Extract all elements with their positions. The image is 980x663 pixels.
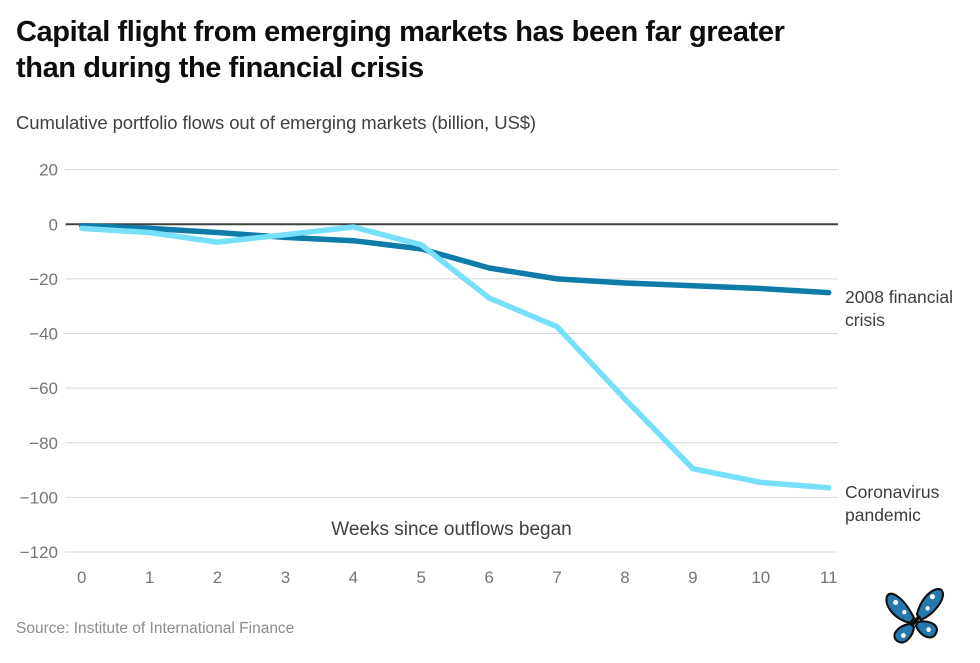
y-tick-label--80: −80	[29, 434, 58, 453]
x-tick-label-0: 0	[77, 568, 86, 587]
y-tick-label--40: −40	[29, 325, 58, 344]
series-line-coronavirus-pandemic	[78, 224, 832, 491]
x-tick-label-3: 3	[281, 568, 290, 587]
x-tick-label-6: 6	[484, 568, 493, 587]
x-tick-label-8: 8	[620, 568, 629, 587]
y-tick-label-0: 0	[49, 215, 58, 234]
chart-title-line-2: than during the financial crisis	[16, 52, 424, 84]
y-tick-label--120: −120	[20, 543, 58, 562]
y-tick-label--20: −20	[29, 270, 58, 289]
chart-title-line-1: Capital flight from emerging markets has…	[16, 16, 785, 48]
y-tick-label-20: 20	[39, 161, 58, 180]
y-tick-label--100: −100	[20, 488, 58, 507]
x-tick-label-7: 7	[552, 568, 561, 587]
x-tick-label-4: 4	[349, 568, 358, 587]
x-tick-label-1: 1	[145, 568, 154, 587]
y-tick-label--60: −60	[29, 379, 58, 398]
x-tick-label-5: 5	[417, 568, 426, 587]
chart-subtitle: Cumulative portfolio flows out of emergi…	[16, 112, 536, 133]
chart-title: Capital flight from emerging markets has…	[16, 14, 785, 86]
quartz-butterfly-logo-icon	[885, 587, 944, 644]
x-tick-label-11: 11	[820, 568, 838, 587]
series-label-2008-financial-crisis: 2008 financial crisis	[845, 286, 953, 330]
x-tick-label-2: 2	[213, 568, 222, 587]
series-line-2008-financial-crisis	[78, 222, 832, 296]
x-tick-label-9: 9	[688, 568, 697, 587]
x-axis-title: Weeks since outflows began	[331, 519, 572, 540]
series-label-coronavirus-pandemic: Coronavirus pandemic	[845, 481, 940, 525]
source-text: Source: Institute of International Finan…	[16, 620, 295, 637]
x-tick-label-10: 10	[751, 568, 770, 587]
